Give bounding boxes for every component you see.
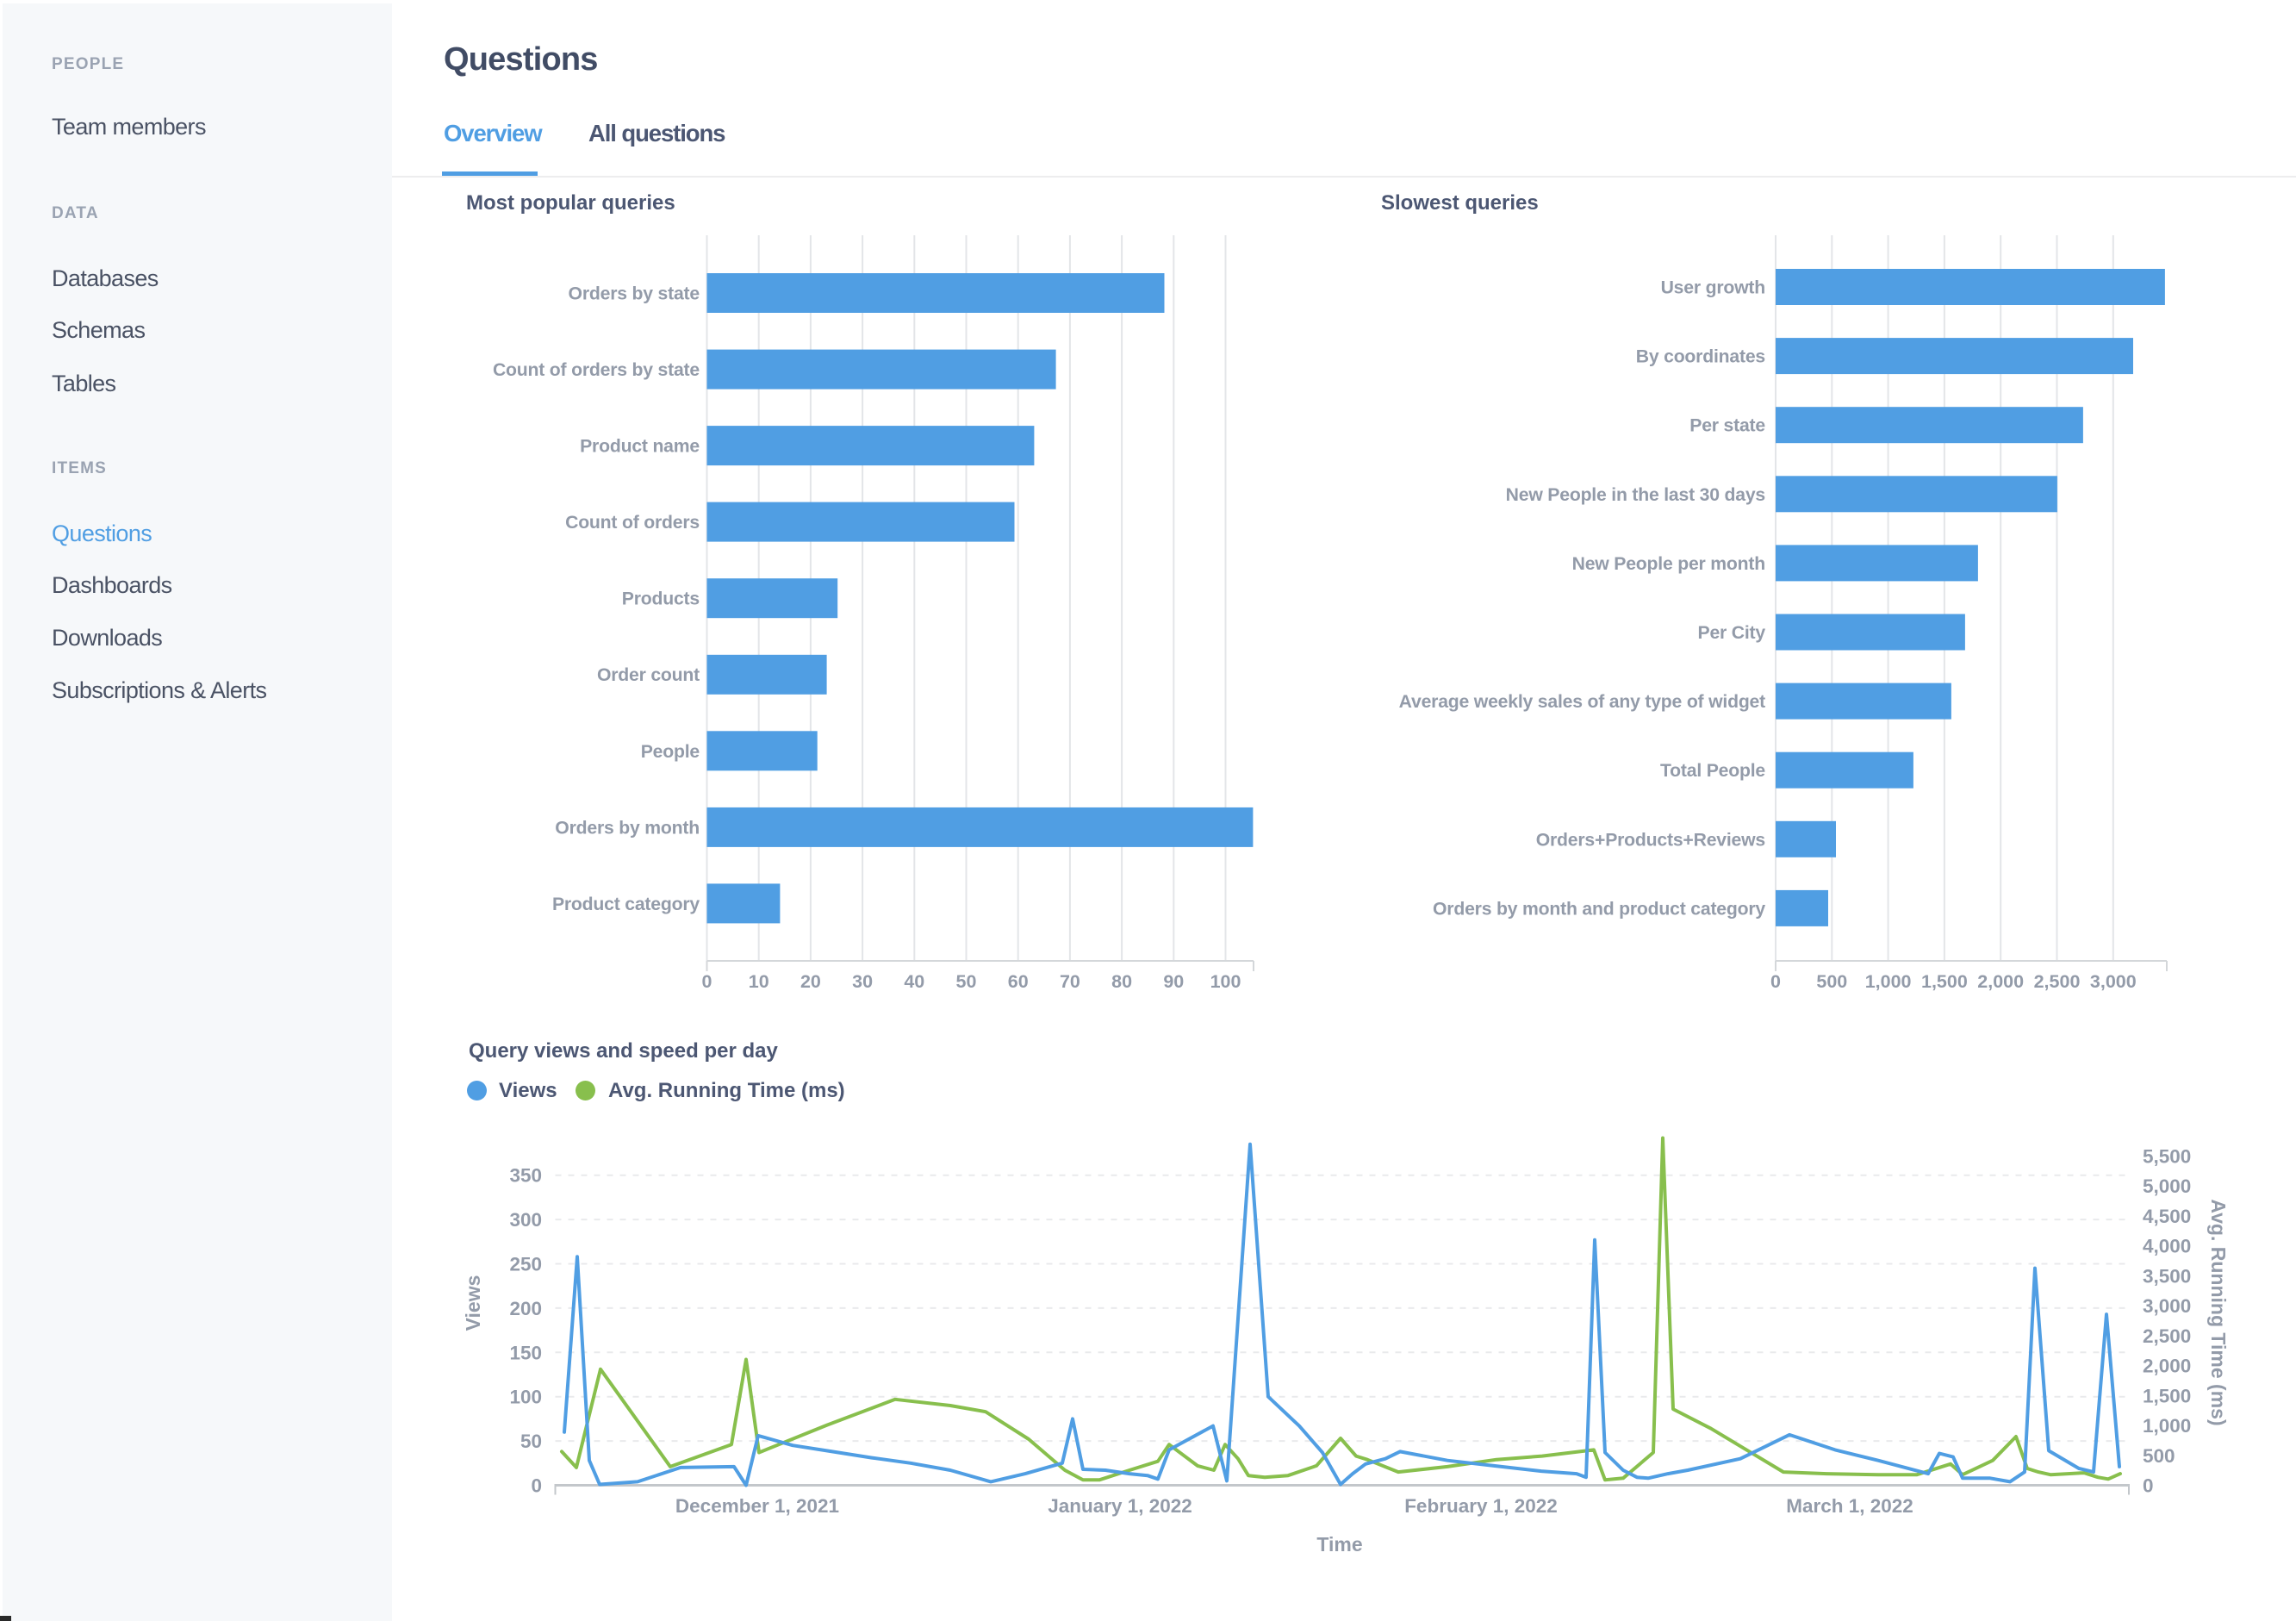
svg-text:New People in the last 30 days: New People in the last 30 days: [1506, 485, 1765, 505]
svg-text:Total People: Total People: [1660, 761, 1765, 781]
svg-text:2,000: 2,000: [1977, 971, 2024, 992]
svg-text:Orders by month: Orders by month: [555, 818, 700, 838]
svg-text:1,500: 1,500: [1921, 971, 1968, 992]
svg-text:50: 50: [520, 1431, 542, 1452]
svg-text:By coordinates: By coordinates: [1636, 347, 1765, 367]
svg-text:Per state: Per state: [1689, 416, 1765, 436]
svg-text:February 1, 2022: February 1, 2022: [1404, 1495, 1558, 1517]
svg-text:4,000: 4,000: [2143, 1236, 2191, 1257]
svg-text:4,500: 4,500: [2143, 1206, 2191, 1227]
svg-text:200: 200: [509, 1298, 542, 1319]
svg-text:2,000: 2,000: [2143, 1356, 2191, 1377]
svg-text:1,500: 1,500: [2143, 1385, 2191, 1406]
svg-text:Product category: Product category: [552, 895, 700, 914]
svg-text:Time: Time: [1316, 1533, 1362, 1556]
svg-text:50: 50: [956, 971, 977, 992]
svg-text:Order count: Order count: [597, 665, 700, 685]
svg-text:500: 500: [2143, 1445, 2175, 1467]
svg-text:100: 100: [1210, 971, 1241, 992]
svg-text:Products: Products: [622, 589, 700, 609]
svg-text:Orders by month and product ca: Orders by month and product category: [1433, 899, 1765, 919]
svg-text:0: 0: [1770, 971, 1781, 992]
svg-text:0: 0: [531, 1475, 542, 1497]
svg-text:100: 100: [509, 1387, 542, 1408]
svg-text:3,000: 3,000: [2143, 1295, 2191, 1317]
svg-text:1,000: 1,000: [2143, 1415, 2191, 1437]
svg-text:Average weekly sales of any ty: Average weekly sales of any type of widg…: [1399, 692, 1765, 712]
svg-text:December 1, 2021: December 1, 2021: [675, 1495, 839, 1517]
svg-text:5,000: 5,000: [2143, 1175, 2191, 1197]
svg-text:80: 80: [1111, 971, 1132, 992]
svg-text:10: 10: [749, 971, 769, 992]
svg-text:Views: Views: [462, 1275, 484, 1331]
svg-text:0: 0: [2143, 1475, 2154, 1497]
svg-text:5,500: 5,500: [2143, 1146, 2191, 1168]
svg-text:January 1, 2022: January 1, 2022: [1048, 1495, 1192, 1517]
svg-text:New People per month: New People per month: [1572, 554, 1765, 574]
svg-text:2,500: 2,500: [2034, 971, 2081, 992]
svg-text:3,500: 3,500: [2143, 1265, 2191, 1287]
svg-text:Orders+Products+Reviews: Orders+Products+Reviews: [1536, 830, 1765, 850]
svg-text:60: 60: [1008, 971, 1029, 992]
svg-text:1,000: 1,000: [1865, 971, 1912, 992]
svg-text:500: 500: [1816, 971, 1847, 992]
svg-text:90: 90: [1163, 971, 1184, 992]
svg-text:Product name: Product name: [580, 437, 700, 457]
svg-text:Avg. Running Time (ms): Avg. Running Time (ms): [2207, 1199, 2230, 1425]
svg-text:250: 250: [509, 1254, 542, 1275]
svg-text:30: 30: [852, 971, 873, 992]
svg-text:Count of orders by state: Count of orders by state: [493, 360, 700, 380]
svg-text:People: People: [641, 742, 700, 762]
svg-text:40: 40: [904, 971, 924, 992]
svg-text:Per City: Per City: [1698, 623, 1766, 643]
svg-text:3,000: 3,000: [2090, 971, 2137, 992]
svg-text:2,500: 2,500: [2143, 1325, 2191, 1347]
svg-text:Count of orders: Count of orders: [565, 513, 700, 533]
svg-text:300: 300: [509, 1209, 542, 1231]
svg-text:0: 0: [702, 971, 712, 992]
svg-text:20: 20: [800, 971, 821, 992]
svg-text:350: 350: [509, 1165, 542, 1187]
svg-text:150: 150: [509, 1342, 542, 1363]
svg-text:70: 70: [1060, 971, 1080, 992]
svg-text:User growth: User growth: [1661, 278, 1765, 298]
svg-text:March 1, 2022: March 1, 2022: [1786, 1495, 1913, 1517]
svg-text:Orders by state: Orders by state: [569, 284, 700, 304]
